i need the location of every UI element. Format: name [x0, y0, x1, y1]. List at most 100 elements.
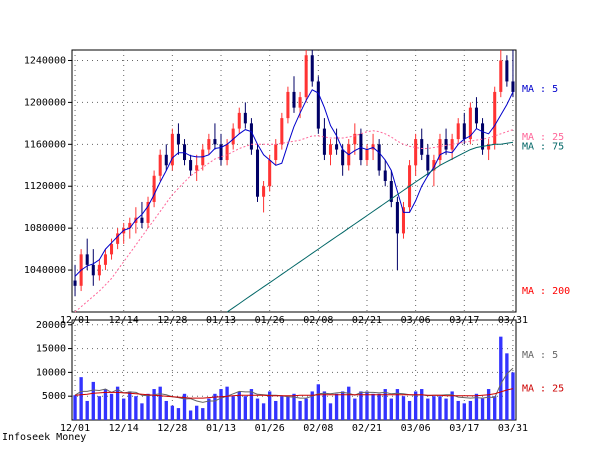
candle-body-40 — [316, 81, 320, 129]
candle-body-67 — [481, 123, 485, 150]
volume-tick-label-2: 15000 — [36, 344, 66, 355]
volume-ma-line-1 — [74, 388, 514, 399]
volume-bar-32 — [267, 391, 272, 420]
price-tick-label-1: 1080000 — [24, 223, 66, 234]
volume-bar-27 — [237, 391, 241, 420]
candle-body-15 — [164, 154, 168, 166]
price-tick-label-2: 1120000 — [24, 181, 66, 192]
candle-body-36 — [292, 91, 296, 108]
volume-tick-label-1: 10000 — [36, 367, 66, 378]
candle-body-63 — [456, 123, 460, 140]
candle-body-20 — [195, 165, 199, 171]
candle-body-3 — [91, 264, 95, 276]
candle-body-11 — [140, 217, 144, 223]
candle-body-35 — [286, 91, 290, 119]
volume-bar-53 — [395, 389, 400, 420]
volume-tick-label-0: 5000 — [42, 391, 66, 402]
candle-body-26 — [231, 128, 235, 145]
price-tick-label-4: 1200000 — [24, 97, 66, 108]
volume-bar-57 — [420, 389, 424, 420]
volume-bar-31 — [261, 403, 266, 420]
volume-bar-19 — [188, 410, 193, 420]
candle-body-61 — [444, 139, 448, 150]
candle-body-29 — [249, 123, 253, 150]
volume-bar-65 — [468, 400, 473, 420]
volume-bar-14 — [158, 386, 162, 420]
candle-body-0 — [73, 280, 77, 286]
volume-bar-15 — [164, 400, 168, 420]
volume-bar-62 — [450, 391, 454, 420]
candle-body-65 — [468, 107, 472, 140]
volume-bar-48 — [365, 391, 369, 420]
volume-bar-49 — [371, 393, 375, 420]
volume-bar-68 — [486, 389, 491, 420]
candle-body-71 — [505, 60, 509, 82]
volume-bar-24 — [219, 389, 223, 420]
candle-body-13 — [152, 175, 156, 202]
candle-body-14 — [158, 154, 162, 176]
candle-body-72 — [511, 81, 515, 92]
credit-label: Infoseek Money — [2, 432, 87, 443]
candle-body-44 — [341, 149, 345, 166]
candle-body-34 — [280, 118, 284, 145]
candle-body-27 — [237, 112, 241, 129]
price-ma-line-0 — [74, 89, 514, 277]
candle-body-56 — [414, 139, 418, 166]
candle-body-25 — [225, 144, 229, 161]
volume-bar-51 — [383, 389, 387, 420]
volume-bar-61 — [444, 398, 448, 420]
candle-body-30 — [255, 149, 260, 197]
volume-bar-18 — [182, 393, 187, 420]
volume-bar-36 — [292, 393, 296, 420]
volume-bar-26 — [231, 396, 235, 420]
volume-bar-64 — [462, 403, 466, 420]
candle-body-32 — [268, 160, 272, 187]
candle-body-23 — [213, 139, 217, 145]
candle-body-12 — [146, 201, 150, 223]
candle-body-51 — [383, 170, 387, 181]
candle-body-31 — [262, 186, 266, 197]
volume-bar-60 — [438, 396, 442, 420]
candle-body-43 — [335, 144, 339, 150]
candle-body-18 — [183, 144, 187, 161]
candle-body-5 — [103, 254, 107, 265]
volume-bar-5 — [103, 389, 108, 420]
candle-body-33 — [274, 144, 278, 161]
volume-bar-67 — [480, 398, 485, 420]
volume-bar-9 — [128, 391, 132, 420]
volume-date-label-5: 02/08 — [303, 423, 333, 434]
volume-date-label-1: 12/14 — [109, 423, 139, 434]
candle-body-64 — [462, 123, 466, 140]
volume-bar-66 — [474, 393, 479, 420]
volume-bar-45 — [347, 386, 351, 420]
volume-bar-33 — [274, 400, 278, 420]
price-ma-legend-2: MA : 75 — [522, 142, 564, 153]
candle-body-68 — [487, 144, 491, 150]
volume-bar-28 — [243, 396, 248, 420]
volume-bar-10 — [134, 396, 138, 420]
volume-date-label-4: 01/26 — [255, 423, 285, 434]
volume-bar-34 — [280, 396, 284, 420]
volume-bar-12 — [146, 393, 150, 420]
candle-body-66 — [474, 107, 478, 124]
volume-ma-line-0 — [74, 367, 514, 403]
candle-body-24 — [219, 144, 223, 161]
volume-bar-3 — [91, 381, 95, 420]
candle-body-9 — [128, 222, 132, 229]
candle-body-52 — [389, 181, 393, 202]
candle-body-39 — [310, 55, 314, 82]
volume-bar-50 — [377, 393, 381, 420]
candle-body-19 — [189, 160, 193, 171]
candle-body-6 — [110, 243, 114, 255]
volume-bar-30 — [255, 398, 260, 420]
volume-bar-29 — [249, 389, 254, 420]
volume-bar-1 — [79, 377, 83, 420]
volume-bar-44 — [340, 391, 345, 420]
candle-body-4 — [97, 264, 101, 276]
volume-bar-71 — [505, 353, 509, 420]
volume-bar-43 — [334, 393, 339, 420]
candle-body-70 — [499, 60, 503, 92]
candle-body-16 — [170, 133, 174, 166]
volume-bar-7 — [115, 386, 120, 420]
candle-body-21 — [201, 149, 205, 166]
